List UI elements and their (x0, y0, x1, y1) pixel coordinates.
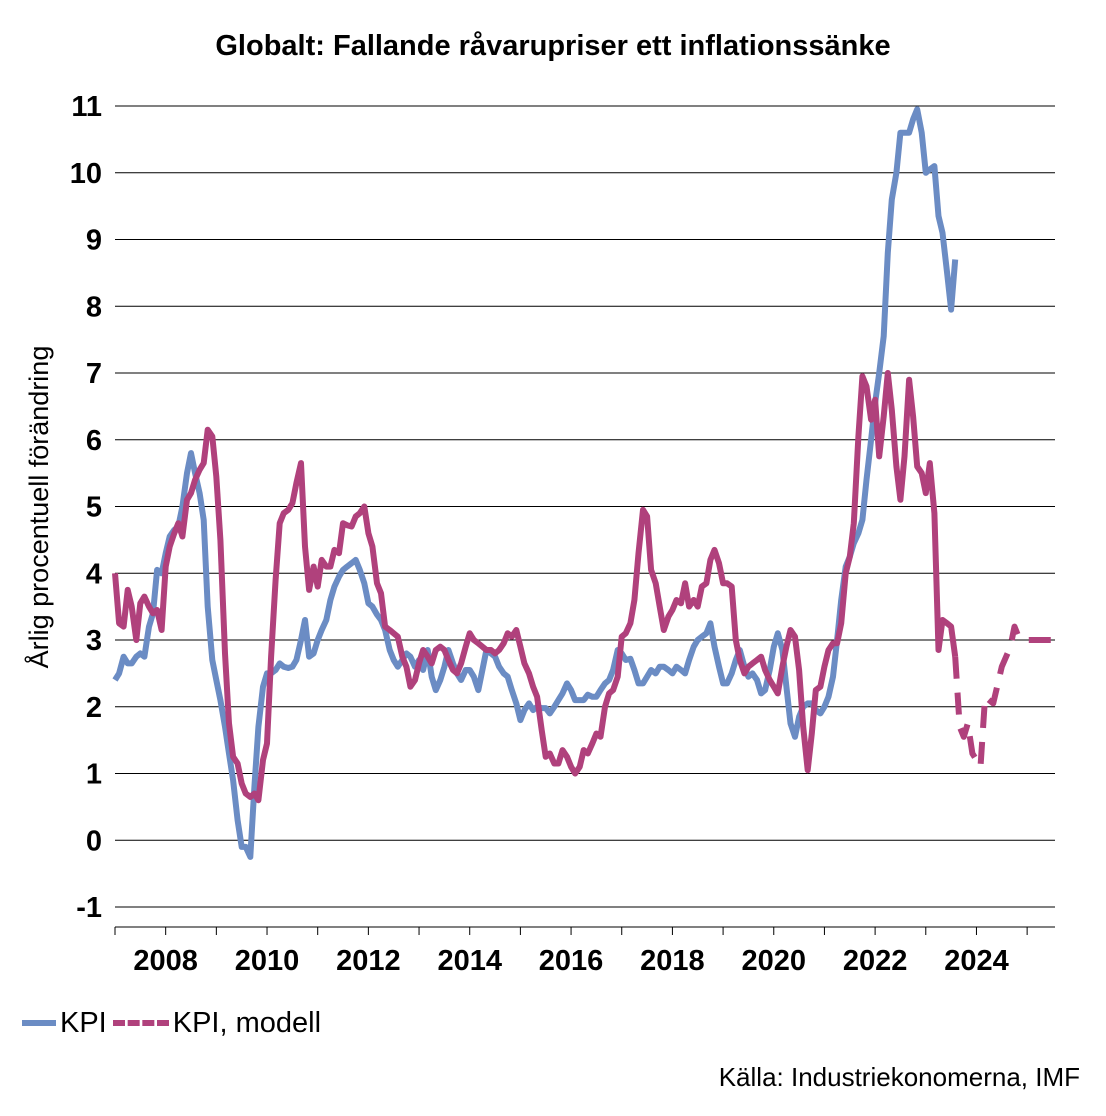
x-tick-label: 2010 (235, 945, 300, 977)
chart-title: Globalt: Fallande råvarupriser ett infla… (215, 30, 891, 62)
x-tick-label: 2014 (437, 945, 502, 977)
y-tick-label: 8 (86, 291, 102, 323)
y-tick-label: 10 (70, 158, 102, 190)
source-note: Källa: Industriekonomerna, IMF (718, 1062, 1080, 1092)
y-tick-label: 4 (86, 558, 102, 590)
y-tick-label: 6 (86, 425, 102, 457)
x-tick-label: 2020 (742, 945, 807, 977)
series-line-kpi-modell (112, 370, 959, 804)
x-tick-label: 2018 (640, 945, 705, 977)
legend-label-kpi-modell: KPI, modell (172, 1006, 322, 1039)
y-tick-label: 11 (71, 91, 102, 123)
x-tick-label: 2022 (843, 945, 908, 977)
legend-label-kpi: KPI (60, 1006, 107, 1039)
y-tick-label: 9 (86, 225, 102, 257)
x-axis: 2008 2010 2012 2014 2016 2018 2020 2022 2024 (114, 926, 1055, 977)
y-tick-label: 0 (86, 825, 102, 857)
x-tick-label: 2024 (944, 945, 1009, 977)
y-tick-label: 2 (86, 692, 102, 724)
x-tick-label: 2012 (336, 945, 401, 977)
y-tick-label: 7 (86, 358, 102, 390)
x-tick-label: 2008 (133, 945, 198, 977)
series-lines (112, 106, 1055, 860)
x-tick-label: 2016 (539, 945, 604, 977)
y-tick-label: 5 (86, 492, 102, 524)
legend-swatch-kpi-modell (112, 1020, 169, 1026)
legend: KPI KPI, modell (22, 1003, 321, 1043)
series-line-kpi (112, 106, 959, 860)
y-axis-label: Årlig procentuell förändring (23, 346, 54, 669)
series-line-kpi-modell-forecast (952, 623, 1055, 770)
legend-item-kpi: KPI (22, 1007, 107, 1040)
y-tick-label: -1 (76, 892, 102, 924)
y-tick-label: 3 (86, 625, 102, 657)
legend-swatch-kpi (22, 1020, 56, 1026)
y-tick-label: 1 (86, 759, 102, 791)
legend-item-kpi-modell: KPI, modell (112, 1006, 322, 1040)
